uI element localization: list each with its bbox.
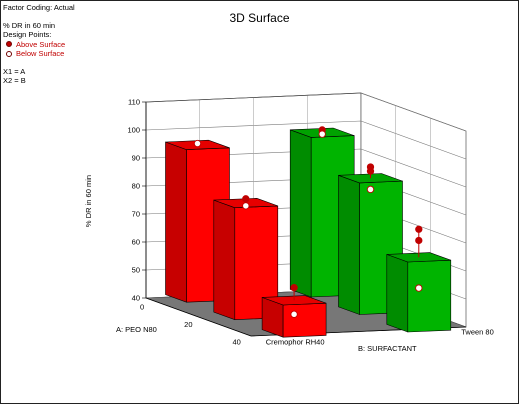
legend-above-label: Above Surface (16, 39, 66, 49)
design-points-label: Design Points: (3, 30, 52, 39)
design-point-below (193, 139, 202, 148)
design-point-above (415, 225, 423, 233)
z-tick-label: 80 (132, 182, 140, 191)
legend-below-label: Below Surface (16, 49, 65, 58)
design-point-below (366, 185, 375, 194)
x2-label: X2 = B (3, 76, 26, 85)
white-dot-icon (6, 50, 12, 57)
response-name-label: % DR in 60 min (3, 20, 56, 30)
z-axis-title: % DR in 60 min (84, 175, 93, 227)
b-tick-label: Tween 80 (461, 327, 494, 336)
design-point-above (290, 284, 298, 292)
z-gridline (145, 120, 467, 160)
legend-below-surface: Below Surface (3, 49, 75, 59)
bar-left-face (338, 174, 360, 315)
bar-left-face (165, 141, 187, 303)
bar-left-face (386, 253, 409, 333)
z-tick-label: 70 (132, 210, 140, 219)
x1-label: X1 = A (3, 66, 26, 76)
design-point-above (415, 236, 423, 245)
z-tick-label: 60 (132, 238, 140, 247)
z-tick-label: 100 (127, 126, 140, 135)
top-rim (145, 92, 362, 103)
factor-coding-label: Factor Coding: Actual (3, 3, 75, 12)
bar-group (261, 284, 327, 338)
bar-left-face (289, 129, 312, 298)
bar-left-face (213, 199, 236, 321)
bar-group (213, 195, 279, 321)
info-panel: Factor Coding: Actual % DR in 60 min Des… (3, 3, 75, 86)
chart-title: 3D Surface (229, 11, 290, 25)
a-axis-line (145, 297, 252, 337)
design-point-below (318, 130, 326, 138)
a-tick-label: 0 (140, 303, 144, 312)
bar-top-face (386, 252, 451, 263)
bar-front-face (282, 302, 327, 338)
z-tick-label: 90 (132, 154, 140, 163)
z-tick-label: 50 (132, 266, 140, 275)
red-dot-icon (6, 41, 12, 48)
design-point-above (366, 167, 375, 175)
z-tick-label: 110 (128, 98, 140, 107)
bar-front-face (407, 259, 452, 333)
b-axis-title: B: SURFACTANT (358, 344, 417, 353)
design-point-below (290, 310, 298, 318)
a-axis-title: A: PEO N80 (116, 325, 157, 334)
z-tick-label: 40 (132, 294, 140, 303)
a-tick-label: 40 (232, 337, 240, 346)
design-point-below (415, 284, 423, 292)
legend-above-surface: Above Surface (3, 40, 75, 50)
design-point-above (242, 195, 250, 203)
design-point-below (242, 202, 250, 210)
bar-group (386, 225, 452, 333)
a-tick-label: 20 (184, 320, 192, 329)
b-tick-label: Cremophor RH40 (266, 338, 325, 347)
